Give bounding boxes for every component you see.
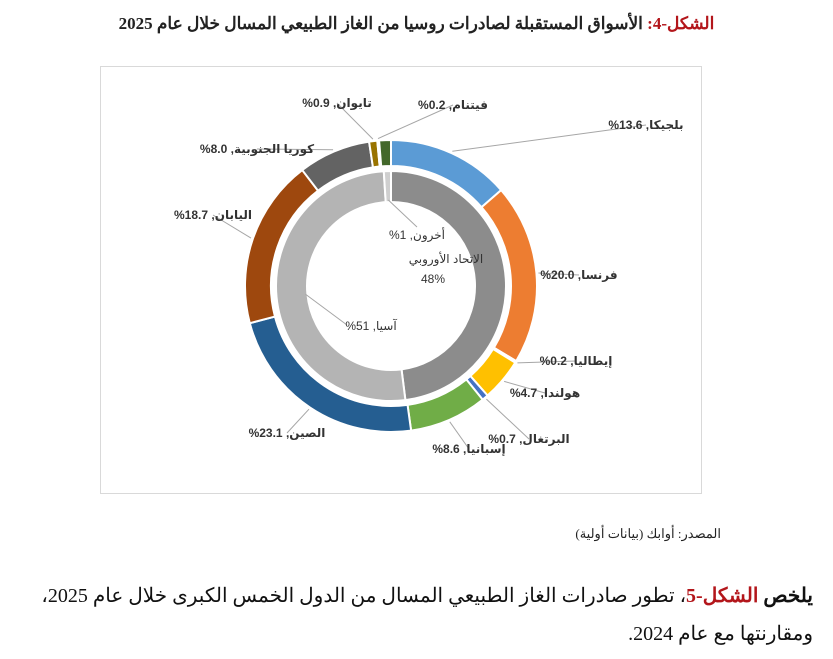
outer-label-7: اليابان, 18.7% (174, 208, 252, 222)
inner-slice-2 (382, 169, 392, 204)
outer-label-2: إيطاليا, 0.2% (540, 354, 613, 368)
summary-fig-ref: الشكل-5 (686, 585, 759, 607)
outer-ring (244, 138, 538, 433)
outer-leader-7 (212, 214, 252, 239)
outer-leader-6 (286, 408, 310, 434)
outer-leader-10 (377, 104, 454, 140)
inner-label-eu-1: الاتحاد الأوروبي (409, 251, 484, 267)
data-labels: بلجيكا, 13.6% فرنسا, 20.0% إيطاليا, 0.2% هو… (174, 96, 684, 456)
inner-slice-0 (390, 169, 507, 402)
inner-slice-1 (275, 170, 407, 402)
donut-chart: بلجيكا, 13.6% فرنسا, 20.0% إيطاليا, 0.2% هو… (174, 96, 684, 456)
outer-leader-4 (486, 398, 530, 440)
inner-label-eu-2: 48% (421, 272, 445, 286)
inner-leader-asia (305, 293, 348, 326)
outer-leader-5 (449, 421, 470, 450)
inner-ring (275, 169, 507, 402)
outer-label-9: تايوان, 0.9% (302, 96, 371, 111)
outer-leader-1 (538, 272, 580, 276)
summary-lead: يلخص (763, 585, 813, 607)
inner-leader-others (387, 199, 418, 228)
outer-leader-0 (452, 124, 647, 152)
leader-lines (212, 102, 647, 450)
outer-label-1: فرنسا, 20.0% (540, 268, 617, 282)
outer-label-6: الصين, 23.1% (249, 426, 326, 440)
outer-label-4: البرتغال, 0.7% (488, 432, 569, 446)
outer-label-0: بلجيكا, 13.6% (608, 118, 683, 132)
inner-label-others: أخرون, 1% (389, 227, 445, 243)
figure-title: الأسواق المستقبلة لصادرات روسيا من الغاز… (118, 14, 643, 33)
figure-label: الشكل-4: (647, 14, 715, 33)
outer-leader-8 (256, 148, 334, 151)
outer-label-3: هولندا, 4.7% (510, 386, 580, 401)
source-note: المصدر: أوابك (بيانات أولية) (575, 526, 721, 541)
outer-label-8: كوريا الجنوبية, 8.0% (200, 142, 314, 157)
chart-title: الشكل-4: الأسواق المستقبلة لصادرات روسيا… (0, 14, 833, 34)
summary-paragraph: يلخص الشكل-5، تطور صادرات الغاز الطبيعي … (20, 577, 813, 653)
outer-leader-3 (504, 380, 546, 394)
outer-leader-9 (336, 102, 374, 140)
outer-label-5: إسبانيا, 8.6% (432, 442, 505, 456)
outer-label-10: فيتنام, 0.2% (418, 98, 488, 113)
outer-slice-11 (378, 138, 392, 168)
inner-label-asia: آسيا, 51% (345, 318, 397, 333)
chart-frame: بلجيكا, 13.6% فرنسا, 20.0% إيطاليا, 0.2% هو… (100, 66, 702, 494)
outer-leader-2 (517, 360, 577, 364)
summary-text: ، تطور صادرات الغاز الطبيعي المسال من ال… (41, 585, 813, 645)
